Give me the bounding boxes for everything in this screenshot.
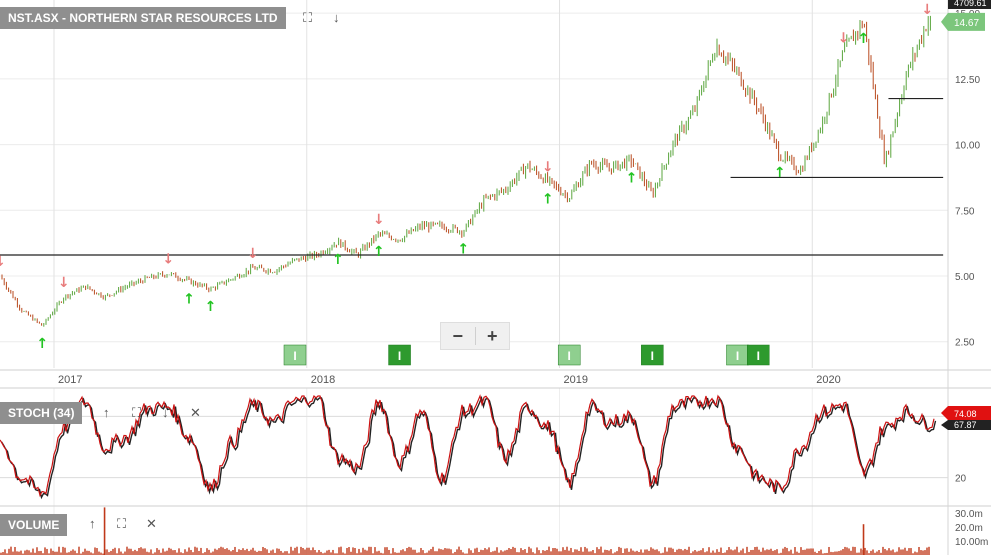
event-marker	[747, 344, 770, 366]
stoch-close-icon[interactable]: ✕	[190, 405, 201, 420]
buy-signal-arrow: ↑	[332, 252, 344, 268]
zoom-controls: − +	[440, 322, 510, 350]
symbol-title[interactable]: NST.ASX - NORTHERN STAR RESOURCES LTD	[0, 7, 286, 29]
sell-signal-arrow: ↓	[921, 2, 933, 18]
event-marker	[283, 344, 307, 366]
stoch-k-value: 74.08	[954, 409, 977, 419]
stoch-layer	[0, 394, 937, 500]
price-axis-tick: 12.50	[955, 75, 980, 86]
sell-signal-arrow: ↓	[542, 159, 554, 175]
event-marker-label: I	[398, 349, 401, 363]
sell-signal-arrow: ↓	[373, 212, 385, 228]
stoch-d-line	[0, 395, 937, 500]
volume-fullscreen-icon[interactable]: ⛶	[117, 516, 127, 531]
event-marker	[388, 344, 411, 366]
signal-arrow-layer: ↑ ↑ ↑ ↑ ↑ ↑ ↑ ↑ ↑ ↑ ↓ ↓ ↓ ↓ ↓ ↓ ↓ ↓	[0, 2, 933, 352]
sell-signal-arrow: ↓	[58, 275, 70, 291]
axis-label-layer: 15.0012.5010.007.505.002.502017201820192…	[58, 0, 991, 548]
year-tick: 2018	[311, 374, 335, 386]
volume-close-icon[interactable]: ✕	[146, 516, 157, 531]
buy-signal-arrow: ↑	[205, 299, 217, 315]
event-marker	[641, 344, 664, 366]
volume-axis-tick: 10.00m	[955, 537, 988, 548]
event-marker-label: I	[757, 349, 760, 363]
year-tick: 2019	[564, 374, 588, 386]
event-marker	[557, 344, 581, 366]
stoch-axis-tick: 20	[955, 474, 967, 485]
buy-signal-arrow: ↑	[542, 191, 554, 207]
fullscreen-icon[interactable]: ⛶	[303, 10, 313, 25]
sell-signal-arrow: ↓	[838, 31, 850, 47]
buy-signal-arrow: ↑	[858, 31, 870, 47]
event-marker-label: I	[651, 349, 654, 363]
price-axis-tick: 2.50	[955, 338, 975, 349]
stoch-d-value: 67.87	[954, 420, 977, 430]
year-tick: 2017	[58, 374, 82, 386]
price-axis-tick: 7.50	[955, 206, 975, 217]
last-price-value: 14.67	[954, 18, 979, 29]
support-line-layer	[0, 97, 944, 256]
stoch-fullscreen-icon[interactable]: ⛶	[132, 405, 142, 420]
top-value-tag	[948, 0, 991, 9]
buy-signal-arrow: ↑	[626, 170, 638, 186]
volume-move-up-arrow-icon[interactable]: ↑	[89, 516, 96, 531]
stoch-d-tag	[941, 420, 991, 430]
move-up-arrow-icon[interactable]: ↑	[103, 405, 110, 420]
volume-layer	[0, 507, 930, 555]
sell-signal-arrow: ↓	[247, 246, 259, 262]
buy-signal-arrow: ↑	[373, 244, 385, 260]
zoom-out-button[interactable]: −	[441, 323, 475, 349]
move-down-arrow-icon[interactable]: ↓	[162, 405, 169, 420]
volume-axis-tick: 30.0m	[955, 509, 983, 520]
event-marker-label: I	[293, 349, 296, 363]
buy-signal-arrow: ↑	[774, 165, 786, 181]
stoch-k-tag	[941, 406, 991, 420]
price-axis-tick: 5.00	[955, 272, 975, 283]
top-value: 4709.61	[954, 0, 987, 8]
event-marker-label: I	[568, 349, 571, 363]
last-price-tag	[941, 12, 985, 31]
buy-signal-arrow: ↑	[36, 336, 48, 352]
volume-axis-tick: 20.0m	[955, 523, 983, 534]
buy-signal-arrow: ↑	[457, 241, 469, 257]
sell-signal-arrow: ↓	[162, 251, 174, 267]
price-axis-tick: 10.00	[955, 141, 980, 152]
stoch-k-line	[0, 394, 935, 497]
zoom-in-button[interactable]: +	[476, 323, 510, 349]
year-tick: 2020	[816, 374, 840, 386]
event-marker-label: I	[736, 349, 739, 363]
download-arrow-icon[interactable]: ↓	[333, 10, 340, 25]
volume-panel-title[interactable]: VOLUME	[0, 514, 68, 536]
zoom-divider	[474, 327, 476, 345]
stoch-panel-title[interactable]: STOCH (34)	[0, 402, 83, 424]
price-layer	[1, 15, 931, 327]
buy-signal-arrow: ↑	[183, 291, 195, 307]
price-plot-area	[0, 0, 948, 368]
sell-signal-arrow: ↓	[0, 254, 6, 270]
